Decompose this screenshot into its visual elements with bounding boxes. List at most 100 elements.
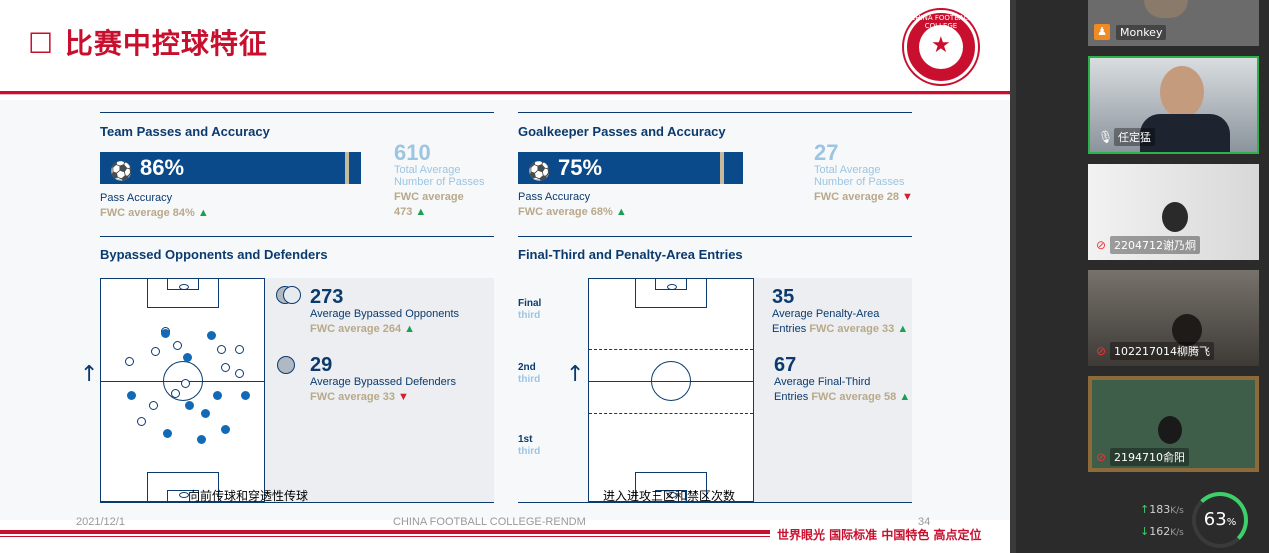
gk-total-lbl1: Total Average [814, 164, 881, 176]
team-title: Team Passes and Accuracy [100, 124, 270, 139]
up-arrow-icon: ▲ [897, 323, 909, 335]
participant-name: 2194710俞阳 [1110, 448, 1189, 466]
up-arrow-icon: ▲ [197, 207, 209, 219]
college-logo: CHINA FOOTBALL COLLEGE ★ [904, 10, 978, 84]
slide-title: ☐ 比赛中控球特征 [28, 27, 268, 60]
section-rule [518, 112, 912, 113]
mic-muted-icon: ⊘ [1096, 344, 1107, 358]
participant-name: 102217014柳腾飞 [1110, 342, 1214, 360]
defenders-lbl: Average Bypassed Defenders [310, 376, 456, 388]
title-divider-thin [0, 94, 1010, 95]
goal-box [167, 490, 199, 502]
opponent-marker [217, 345, 226, 354]
pitch-diagram [100, 278, 265, 502]
up-arrow-icon: ▲ [899, 391, 911, 403]
head [1172, 314, 1202, 346]
team-total-lbl2: Number of Passes [394, 176, 485, 188]
mic-muted-icon: ⊘ [1096, 238, 1107, 252]
stats-band [265, 278, 494, 502]
down-arrow-icon: ▼ [902, 191, 913, 203]
ft-num: 67 [774, 354, 797, 376]
centre-circle [163, 361, 203, 401]
participant-tile[interactable]: ♟ Monkey [1088, 0, 1259, 46]
final-third-label: Final third [518, 298, 542, 321]
player-marker [207, 331, 216, 340]
participant-tile-speaking[interactable]: 任定猛 🎙 [1088, 56, 1259, 154]
slide: ☐ 比赛中控球特征 CHINA FOOTBALL COLLEGE ★ Team … [0, 0, 1010, 553]
player-marker [163, 429, 172, 438]
player-marker [185, 401, 194, 410]
attack-direction-arrow-icon: ↑ [566, 362, 585, 387]
ball-spot [179, 284, 189, 290]
down-arrow-icon: ▼ [398, 391, 409, 403]
ball-spot [667, 284, 677, 290]
gk-total-lbl2: Number of Passes [814, 176, 905, 188]
footer-date: 2021/12/1 [76, 516, 125, 528]
gk-fwc: FWC average 68% ▲ [518, 206, 627, 218]
opponent-marker [235, 369, 244, 378]
divider-scrollbar[interactable] [1010, 0, 1016, 553]
head [1158, 416, 1182, 444]
third-line [589, 349, 753, 350]
opponent-marker [235, 345, 244, 354]
gk-total-num: 27 [814, 140, 839, 165]
ft-lbl: Entries FWC average 58 ▲ [774, 391, 911, 403]
footer-center: CHINA FOOTBALL COLLEGE-RENDM [393, 516, 586, 528]
section-rule [518, 502, 912, 503]
gk-pct: 75% [558, 155, 603, 180]
footer-slogan: 世界眼光 国际标准 中国特色 高点定位 [777, 528, 982, 542]
footer-bar-thin [0, 536, 770, 537]
up-arrow-icon: ▲ [615, 206, 627, 218]
bar-tail [349, 152, 361, 184]
player-marker [161, 329, 170, 338]
upload-rate: ↑183K/s [1140, 503, 1184, 516]
video-feed [1144, 0, 1188, 18]
player-marker [197, 435, 206, 444]
opponent-marker [137, 417, 146, 426]
team-pct: 86% [140, 155, 185, 180]
participant-tile[interactable]: 2204712谢乃炯 ⊘ [1088, 164, 1259, 260]
team-total-fwc: 473 ▲ [394, 206, 427, 218]
pa-lbl: Entries FWC average 33 ▲ [772, 323, 909, 335]
third-line [589, 413, 753, 414]
team-total-fwc-lbl: FWC average [394, 191, 464, 203]
gk-accuracy-bar: ⚽ 75% [518, 152, 720, 184]
section-rule [100, 112, 494, 113]
football-icon: ⚽ [110, 161, 133, 182]
shirt [1140, 114, 1230, 152]
football-icon: ⚽ [528, 161, 551, 182]
stats-band [754, 278, 912, 502]
opponents-num: 273 [310, 286, 344, 308]
team-fwc: FWC average 84% ▲ [100, 207, 209, 219]
team-label: Pass Accuracy [100, 192, 173, 204]
opponent-marker [149, 401, 158, 410]
section-rule [100, 236, 494, 237]
participant-tile[interactable]: 102217014柳腾飞 ⊘ [1088, 270, 1259, 366]
opponents-lbl: Average Bypassed Opponents [310, 308, 460, 320]
mic-icon: 🎙 [1098, 130, 1114, 144]
star-icon: ★ [931, 33, 951, 58]
second-third-label: 2nd third [518, 362, 541, 385]
title-divider [0, 91, 1010, 94]
player-marker [183, 353, 192, 362]
player-marker [213, 391, 222, 400]
report-panel: Team Passes and Accuracy ⚽ 86% Pass Accu… [0, 100, 1010, 520]
video-feed [1088, 270, 1259, 366]
page-number: 34 [918, 516, 931, 528]
up-arrow-icon: ▲ [415, 206, 427, 218]
team-total-lbl1: Total Average [394, 164, 461, 176]
bypassed-title: Bypassed Opponents and Defenders [100, 247, 328, 262]
participant-tile[interactable]: 2194710俞阳 ⊘ [1088, 376, 1259, 472]
opponent-marker [151, 347, 160, 356]
pa-num: 35 [772, 286, 795, 308]
ball-spot [667, 492, 677, 498]
entries-title: Final-Third and Penalty-Area Entries [518, 247, 743, 262]
face [1160, 66, 1204, 118]
cpu-gauge[interactable]: 63% [1192, 492, 1248, 548]
opponent-marker [181, 379, 190, 388]
footer-bar [0, 530, 770, 534]
gk-label: Pass Accuracy [518, 191, 591, 203]
team-accuracy-bar: ⚽ 86% [100, 152, 346, 184]
centre-circle [651, 361, 691, 401]
bar-marker [720, 152, 724, 184]
